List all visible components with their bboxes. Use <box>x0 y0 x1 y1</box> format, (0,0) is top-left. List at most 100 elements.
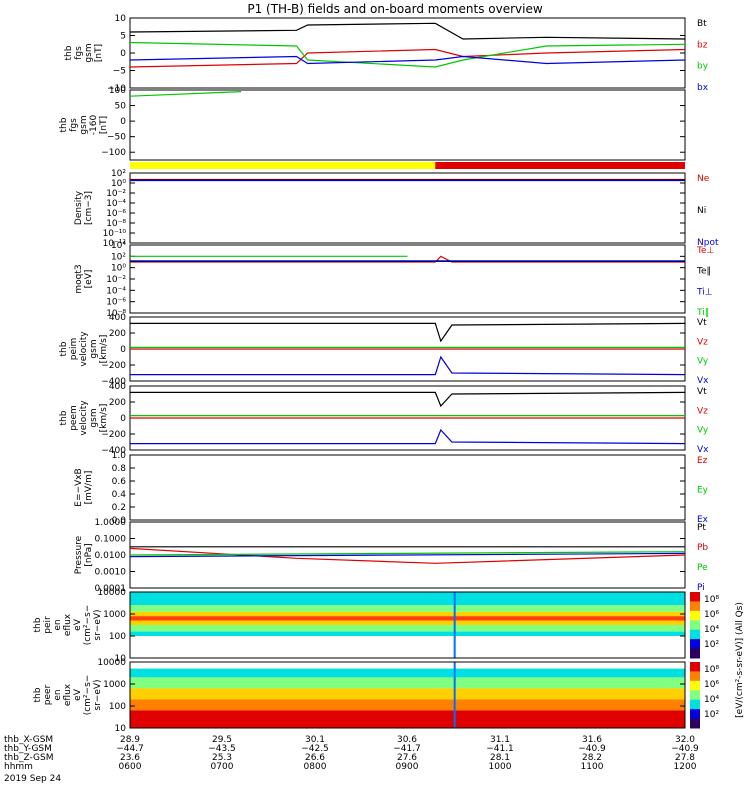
ylabel-line: eV <box>73 618 83 631</box>
xaxis-value: 1000 <box>489 762 512 772</box>
legend-Vx: Vx <box>697 445 709 455</box>
ytick-label: 10⁻⁴ <box>106 199 126 209</box>
colorbar-cell <box>690 601 700 612</box>
colorbar-cell <box>690 718 700 729</box>
ytick-label: 10⁻² <box>106 189 126 199</box>
xaxis-row-label: thb_Z-GSM <box>4 753 53 763</box>
ytick-label: 10⁻⁶ <box>106 209 126 219</box>
series-line-Vx <box>130 428 686 445</box>
ytick-label: 0.8 <box>112 464 127 474</box>
series-line-Pb <box>129 547 686 564</box>
ylabel-line: moqt3 <box>74 264 84 293</box>
ylabel-line: peim <box>69 338 79 361</box>
xaxis-row-label: thb_Y-GSM <box>4 744 52 754</box>
ylabel-line: gsm <box>89 408 99 427</box>
panel-9: 10000 1000 100 10 thbpeirenefluxeV(cm²−s−sr−… <box>33 588 686 664</box>
legend-Vx: Vx <box>697 376 709 386</box>
ytick-label: 0.0001 <box>95 584 127 594</box>
ylabel-line: eflux <box>63 683 73 706</box>
ytick-label: 200 <box>109 329 126 339</box>
ylabel: thbpeirenefluxeV(cm²−s−sr−eV) <box>33 605 103 646</box>
colorbar-cell <box>690 620 700 631</box>
colorbar-cell <box>690 709 700 720</box>
legend-Ne: Ne <box>697 174 710 184</box>
xaxis-value: 25.3 <box>212 753 232 763</box>
ylabel-line: [nT] <box>94 44 104 62</box>
ytick-label: 10⁴ <box>111 241 126 251</box>
xaxis-value: 1200 <box>674 762 697 772</box>
spectrogram-band-5 <box>130 625 685 632</box>
colorbar-cell <box>690 680 700 691</box>
ylabel-line: [eV] <box>84 270 94 289</box>
ytick-label: 10000 <box>97 588 126 598</box>
colorbar-cell <box>690 592 700 602</box>
ylabel-line: gsm <box>79 115 89 134</box>
ylabel-line: [nT] <box>99 116 109 134</box>
panel-10: 10000 1000 100 10 thbpeerenefluxeV(cm²−s−sr−… <box>33 658 686 734</box>
legend-Vt: Vt <box>697 387 707 397</box>
series-line-Vt <box>130 322 686 343</box>
ylabel-line: thb <box>59 341 69 356</box>
ytick-label: 0.0100 <box>95 551 127 561</box>
spectrogram-band-0 <box>130 668 685 678</box>
ytick-label: 10⁻⁸ <box>106 309 126 319</box>
legend-Pi: Pi <box>697 583 705 593</box>
ylabel-line: [km/s] <box>99 404 109 433</box>
panel-5: 400 200 0 −200 −400 thbpeimvelocitygsm[km/s] V… <box>59 313 709 387</box>
ylabel-line: en <box>53 619 63 630</box>
ytick-label: 5 <box>120 32 126 42</box>
legend-Vt: Vt <box>697 318 707 328</box>
ytick-label: 10 <box>115 654 127 664</box>
panel-6: 400 200 0 −200 −400 thbpeemvelocitygsm[km/s] V… <box>59 382 709 456</box>
legend-Ni: Ni <box>697 206 706 216</box>
ylabel: Density[cm−3] <box>74 190 94 225</box>
panel-1: 100 50 0 −50 −100 thbfgsgsm-160[nT] <box>59 86 686 161</box>
panel-0: 10 5 0 −5 −10 thbfgsgsm[nT] Bt bz by bx <box>64 14 709 94</box>
ytick-label: 200 <box>109 398 126 408</box>
mode-segment-1 <box>435 162 685 169</box>
ytick-label: 400 <box>109 382 126 392</box>
colorbar-tick: 10² <box>704 710 719 720</box>
ytick-label: 50 <box>115 102 127 112</box>
legend-Vz: Vz <box>697 406 708 416</box>
ylabel-line: en <box>53 689 63 700</box>
series-line-Pi <box>129 552 686 558</box>
ylabel-line: -160 <box>89 115 99 136</box>
ytick-label: 0.0 <box>112 516 127 526</box>
panel-frame <box>129 89 686 161</box>
xaxis-value: −40.9 <box>671 744 699 754</box>
ylabel-line: gsm <box>89 339 99 358</box>
ytick-label: 10⁻⁸ <box>106 219 126 229</box>
panel-8: 1.00000.10000.01000.00100.0001Pressure[n… <box>74 518 708 594</box>
ytick-label: 10⁻² <box>106 275 126 285</box>
panel-2 <box>130 162 685 169</box>
colorbar-label: [eV/(cm²-s-sr-eV)] (All Qs) <box>735 602 745 718</box>
spectrogram-band-6 <box>130 631 685 636</box>
xaxis-row-label: thb_X-GSM <box>4 735 53 745</box>
ytick-label: 100 <box>109 702 126 712</box>
ytick-label: −100 <box>101 148 126 158</box>
ytick-label: 1.0000 <box>95 518 127 528</box>
ytick-label: 10 <box>115 724 127 734</box>
spectrogram-band-1 <box>130 677 685 689</box>
xaxis-value: 0900 <box>396 762 419 772</box>
ylabel-line: [km/s] <box>99 335 109 364</box>
spectrogram-band-4 <box>130 620 685 625</box>
ytick-label: 10⁻¹² <box>103 239 127 249</box>
xaxis-value: −44.7 <box>116 744 144 754</box>
ylabel-line: [cm−3] <box>84 191 94 225</box>
legend-Pe: Pe <box>697 563 708 573</box>
ytick-label: 10⁰ <box>111 179 126 189</box>
ylabel: thbpeimvelocitygsm[km/s] <box>59 331 109 367</box>
series-line-Vt <box>130 391 686 408</box>
legend-by: by <box>697 62 709 72</box>
ylabel-line: thb <box>59 117 69 132</box>
xaxis-value: −41.1 <box>486 744 514 754</box>
xaxis-value: 1100 <box>581 762 604 772</box>
ylabel-line: thb <box>64 45 74 60</box>
mode-segment-0 <box>130 162 436 169</box>
ytick-label: 400 <box>109 313 126 323</box>
